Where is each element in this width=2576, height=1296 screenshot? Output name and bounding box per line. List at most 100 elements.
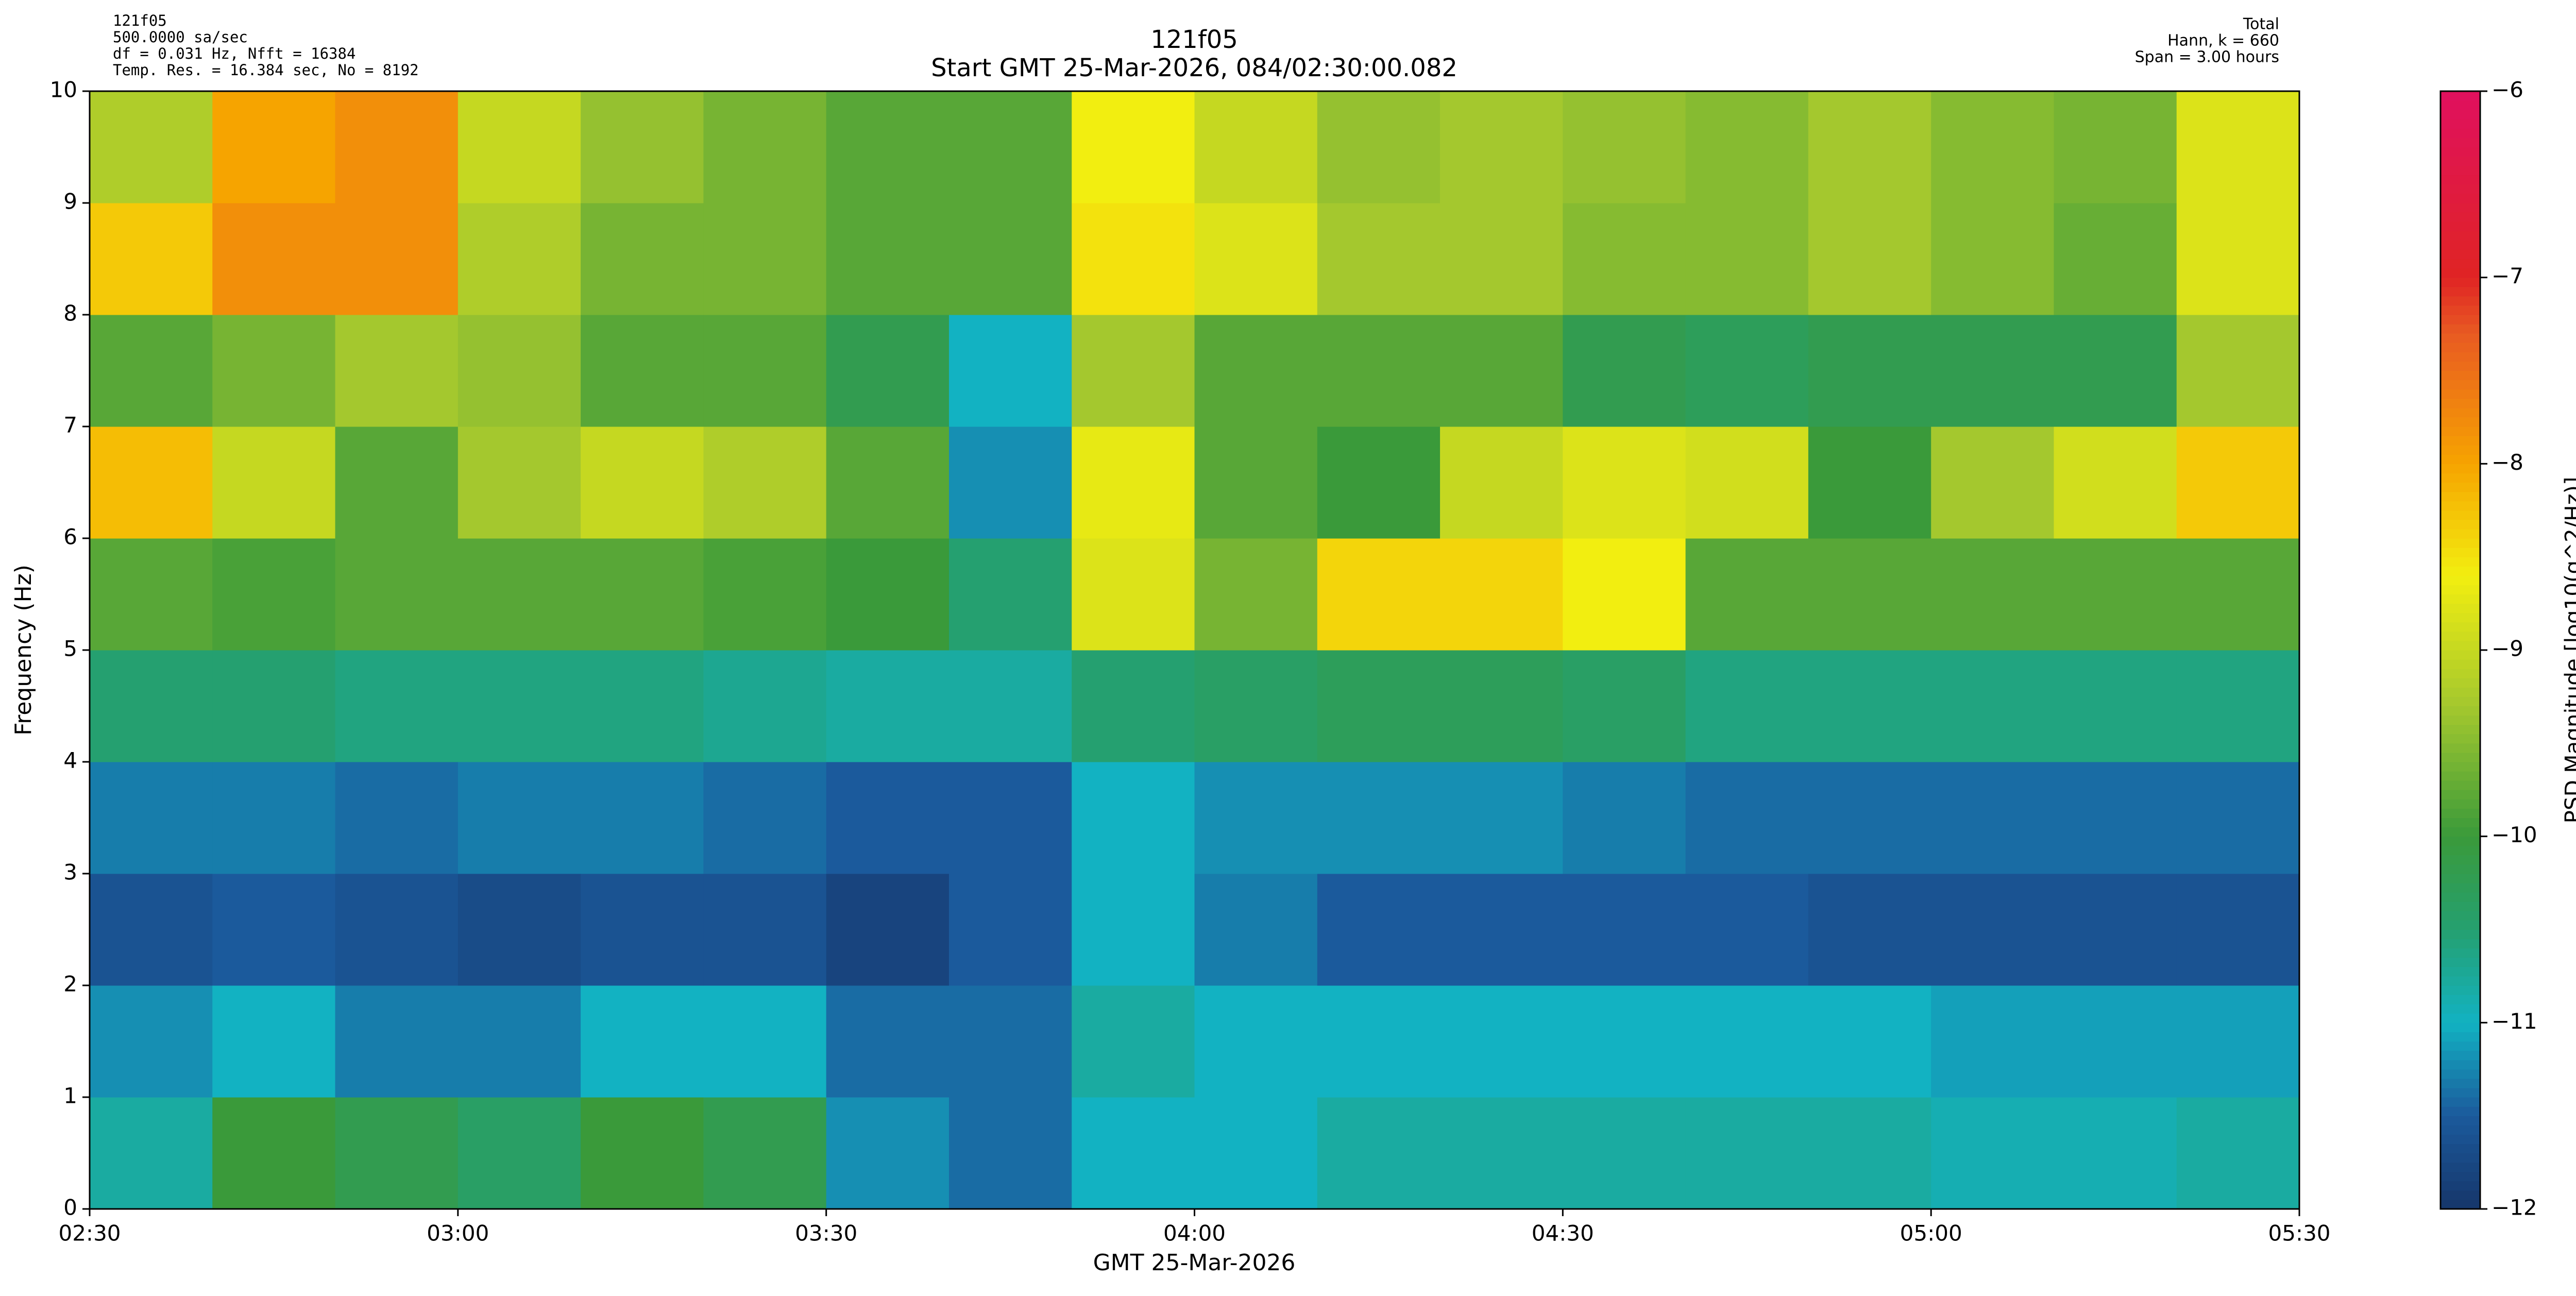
colorbar-step — [2441, 194, 2480, 203]
y-tick-label: 0 — [63, 1195, 77, 1220]
colorbar-step — [2441, 1088, 2480, 1098]
x-tick-label: 05:00 — [1900, 1221, 1962, 1246]
colorbar-step — [2441, 1060, 2480, 1070]
y-tick-label: 3 — [63, 860, 77, 885]
heatmap-cell — [949, 650, 1072, 762]
heatmap-cell — [1440, 203, 1563, 315]
colorbar-step — [2441, 622, 2480, 632]
colorbar-step — [2441, 1181, 2480, 1191]
heatmap-cell — [1931, 1097, 2054, 1209]
heatmap-cell — [458, 315, 581, 427]
heatmap-cell — [1072, 650, 1195, 762]
colorbar-step — [2441, 1134, 2480, 1144]
colorbar-tick-label: −9 — [2492, 636, 2523, 661]
heatmap-cell — [1808, 538, 1931, 651]
heatmap-cell — [581, 762, 704, 874]
heatmap-cell — [1440, 427, 1563, 539]
colorbar-tick-label: −8 — [2492, 450, 2523, 475]
heatmap-cell — [949, 203, 1072, 315]
colorbar-step — [2441, 930, 2480, 940]
heatmap-cell — [1195, 874, 1318, 986]
colorbar-step — [2441, 725, 2480, 735]
info-left-line: 500.0000 sa/sec — [113, 28, 248, 46]
heatmap-cell — [1808, 985, 1931, 1098]
y-tick-label: 1 — [63, 1083, 77, 1109]
heatmap-cell — [2177, 203, 2300, 315]
heatmap-cell — [1563, 762, 1686, 874]
colorbar-step — [2441, 995, 2480, 1004]
x-axis-label: GMT 25-Mar-2026 — [1093, 1250, 1296, 1276]
heatmap-cell — [335, 762, 459, 874]
heatmap-cell — [1931, 427, 2054, 539]
colorbar-step — [2441, 445, 2480, 455]
heatmap-cell — [1686, 427, 1809, 539]
heatmap-cell — [581, 427, 704, 539]
colorbar-step — [2441, 520, 2480, 530]
heatmap-cell — [1686, 762, 1809, 874]
colorbar-step — [2441, 948, 2480, 958]
heatmap-cell — [1808, 91, 1931, 203]
heatmap-cell — [335, 427, 459, 539]
colorbar-step — [2441, 1144, 2480, 1153]
heatmap-cell — [1195, 427, 1318, 539]
colorbar-step — [2441, 920, 2480, 930]
heatmap-cell — [1808, 427, 1931, 539]
heatmap-cell — [1317, 650, 1440, 762]
colorbar-step — [2441, 1190, 2480, 1200]
colorbar-step — [2441, 119, 2480, 129]
colorbar-step — [2441, 287, 2480, 297]
x-tick-label: 05:30 — [2268, 1221, 2330, 1246]
x-tick-label: 03:30 — [795, 1221, 857, 1246]
colorbar-step — [2441, 147, 2480, 157]
colorbar-step — [2441, 436, 2480, 446]
colorbar-step — [2441, 454, 2480, 464]
colorbar-step — [2441, 678, 2480, 688]
colorbar-tick-label: −6 — [2492, 77, 2523, 103]
info-right-line: Total — [2243, 15, 2279, 33]
heatmap-cell — [1195, 650, 1318, 762]
heatmap-cell — [1195, 538, 1318, 651]
heatmap-cell — [949, 985, 1072, 1098]
heatmap-cell — [2054, 985, 2177, 1098]
y-tick-label: 7 — [63, 413, 77, 438]
heatmap-cell — [1440, 1097, 1563, 1209]
heatmap-cell — [1563, 874, 1686, 986]
colorbar-step — [2441, 110, 2480, 120]
colorbar-step — [2441, 231, 2480, 241]
heatmap-cell — [2177, 538, 2300, 651]
colorbar-step — [2441, 1153, 2480, 1163]
heatmap-cell — [2177, 985, 2300, 1098]
colorbar-step — [2441, 883, 2480, 893]
heatmap-cell — [1440, 538, 1563, 651]
heatmap-cell — [1808, 874, 1931, 986]
colorbar-step — [2441, 715, 2480, 725]
x-tick-label: 04:30 — [1532, 1221, 1594, 1246]
colorbar-step — [2441, 1069, 2480, 1079]
colorbar-label: PSD Magnitude [log10(g^2/Hz)] — [2561, 477, 2576, 824]
colorbar-step — [2441, 278, 2480, 287]
heatmap-cell — [581, 650, 704, 762]
colorbar-step — [2441, 473, 2480, 483]
colorbar-step — [2441, 632, 2480, 641]
colorbar-step — [2441, 371, 2480, 381]
y-tick-label: 6 — [63, 524, 77, 550]
heatmap-cell — [90, 1097, 213, 1209]
heatmap-cell — [703, 538, 826, 651]
colorbar-step — [2441, 296, 2480, 306]
heatmap-cell — [2054, 650, 2177, 762]
colorbar-step — [2441, 585, 2480, 594]
colorbar-step — [2441, 408, 2480, 418]
y-tick-label: 2 — [63, 971, 77, 997]
heatmap-cell — [949, 91, 1072, 203]
colorbar-step — [2441, 361, 2480, 371]
heatmap-cell — [826, 985, 950, 1098]
colorbar-step — [2441, 333, 2480, 343]
heatmap-cell — [212, 985, 335, 1098]
heatmap-cell — [1686, 203, 1809, 315]
colorbar-step — [2441, 976, 2480, 986]
heatmap-cell — [335, 203, 459, 315]
heatmap-cell — [458, 538, 581, 651]
heatmap-cell — [90, 538, 213, 651]
